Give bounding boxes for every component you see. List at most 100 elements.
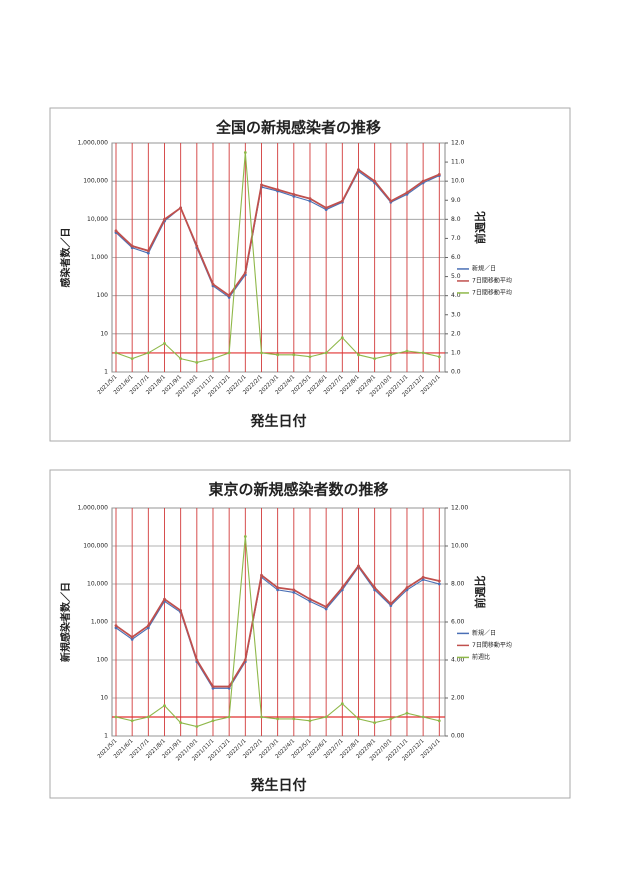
data-point bbox=[179, 206, 183, 210]
data-point bbox=[373, 586, 377, 590]
y-tick-label: 1 bbox=[104, 733, 108, 740]
data-point bbox=[276, 353, 280, 357]
data-point bbox=[211, 357, 215, 361]
data-point bbox=[130, 637, 134, 641]
y2-tick-label: 0.0 bbox=[451, 369, 461, 376]
data-point bbox=[357, 168, 360, 172]
legend-label: 7日間移動平均 bbox=[472, 641, 512, 649]
data-point bbox=[373, 721, 377, 725]
y2-tick-label: 10.0 bbox=[451, 178, 465, 185]
data-point bbox=[260, 573, 263, 577]
data-point bbox=[227, 715, 231, 719]
x-axis-label: 発生日付 bbox=[250, 777, 307, 794]
y2-tick-label: 8.0 bbox=[451, 216, 461, 223]
data-point bbox=[276, 717, 280, 721]
data-point bbox=[324, 206, 328, 210]
legend-label: 新規／日 bbox=[472, 629, 496, 637]
data-point bbox=[276, 588, 280, 592]
data-point bbox=[276, 188, 280, 192]
data-point bbox=[308, 719, 312, 723]
data-point bbox=[308, 355, 312, 359]
data-point bbox=[437, 173, 441, 176]
y2-tick-label: 9.0 bbox=[451, 197, 461, 204]
data-point bbox=[114, 624, 118, 628]
y-tick-label: 10,000 bbox=[87, 581, 108, 588]
data-point bbox=[276, 586, 280, 590]
data-point bbox=[195, 244, 199, 248]
y2-tick-label: 8.00 bbox=[451, 581, 465, 588]
data-point bbox=[260, 351, 263, 355]
data-point bbox=[146, 351, 150, 355]
data-point bbox=[373, 179, 377, 183]
data-point bbox=[114, 351, 118, 355]
data-point bbox=[179, 721, 183, 725]
data-point bbox=[211, 282, 215, 286]
data-point bbox=[292, 717, 296, 721]
data-point bbox=[292, 591, 296, 594]
data-point bbox=[130, 719, 134, 723]
data-point bbox=[340, 702, 344, 706]
y2-tick-label: 3.0 bbox=[451, 311, 461, 318]
legend-label: 7日間移動平均 bbox=[472, 288, 512, 296]
data-point bbox=[163, 217, 166, 221]
data-point bbox=[227, 685, 231, 688]
data-point bbox=[179, 609, 183, 612]
data-point bbox=[357, 717, 360, 721]
data-point bbox=[389, 199, 393, 203]
data-point bbox=[421, 575, 425, 579]
data-point bbox=[114, 229, 118, 233]
data-point bbox=[308, 199, 312, 203]
data-point bbox=[308, 597, 312, 601]
data-point bbox=[260, 183, 263, 187]
data-point bbox=[243, 151, 247, 154]
y2-tick-label: 11.0 bbox=[451, 159, 465, 166]
data-point bbox=[243, 271, 247, 275]
data-point bbox=[292, 193, 296, 196]
y2-axis-label: 前週比 bbox=[473, 211, 487, 244]
data-point bbox=[243, 658, 247, 662]
data-point bbox=[163, 341, 166, 345]
data-point bbox=[114, 715, 118, 719]
data-point bbox=[292, 194, 296, 198]
y2-tick-label: 10.00 bbox=[451, 543, 468, 550]
y2-tick-label: 6.00 bbox=[451, 619, 465, 626]
y-tick-label: 1,000 bbox=[91, 254, 108, 261]
data-point bbox=[308, 197, 312, 200]
data-point bbox=[405, 711, 409, 715]
data-point bbox=[437, 355, 441, 359]
y2-tick-label: 4.0 bbox=[451, 292, 461, 299]
data-point bbox=[357, 353, 360, 357]
y2-tick-label: 4.00 bbox=[451, 657, 465, 664]
y-tick-label: 1 bbox=[104, 369, 108, 376]
y-tick-label: 1,000 bbox=[91, 619, 108, 626]
y-tick-label: 100,000 bbox=[83, 543, 108, 550]
data-point bbox=[421, 578, 425, 582]
data-point bbox=[324, 715, 328, 719]
data-point bbox=[146, 251, 150, 255]
data-point bbox=[437, 582, 441, 586]
data-point bbox=[292, 353, 296, 357]
data-point bbox=[421, 351, 425, 355]
data-point bbox=[146, 249, 150, 253]
y-tick-label: 100 bbox=[97, 292, 109, 299]
data-point bbox=[389, 717, 393, 721]
y2-tick-label: 1.0 bbox=[451, 349, 461, 356]
y2-tick-label: 2.00 bbox=[451, 695, 465, 702]
y2-tick-label: 6.0 bbox=[451, 254, 461, 261]
data-point bbox=[130, 357, 134, 361]
data-point bbox=[195, 361, 199, 364]
y2-tick-label: 5.0 bbox=[451, 273, 461, 280]
data-point bbox=[179, 357, 183, 361]
y-axis-label: 新規感染者数／日 bbox=[59, 582, 72, 662]
legend-label: 7日間移動平均 bbox=[472, 276, 512, 284]
y2-tick-label: 12.0 bbox=[451, 140, 465, 147]
data-point bbox=[211, 685, 215, 688]
data-point bbox=[195, 658, 199, 662]
data-point bbox=[227, 294, 231, 298]
y2-tick-label: 0.00 bbox=[451, 733, 465, 740]
data-point bbox=[405, 349, 409, 353]
data-point bbox=[421, 715, 425, 719]
data-point bbox=[260, 715, 263, 719]
y2-tick-label: 7.0 bbox=[451, 235, 461, 242]
